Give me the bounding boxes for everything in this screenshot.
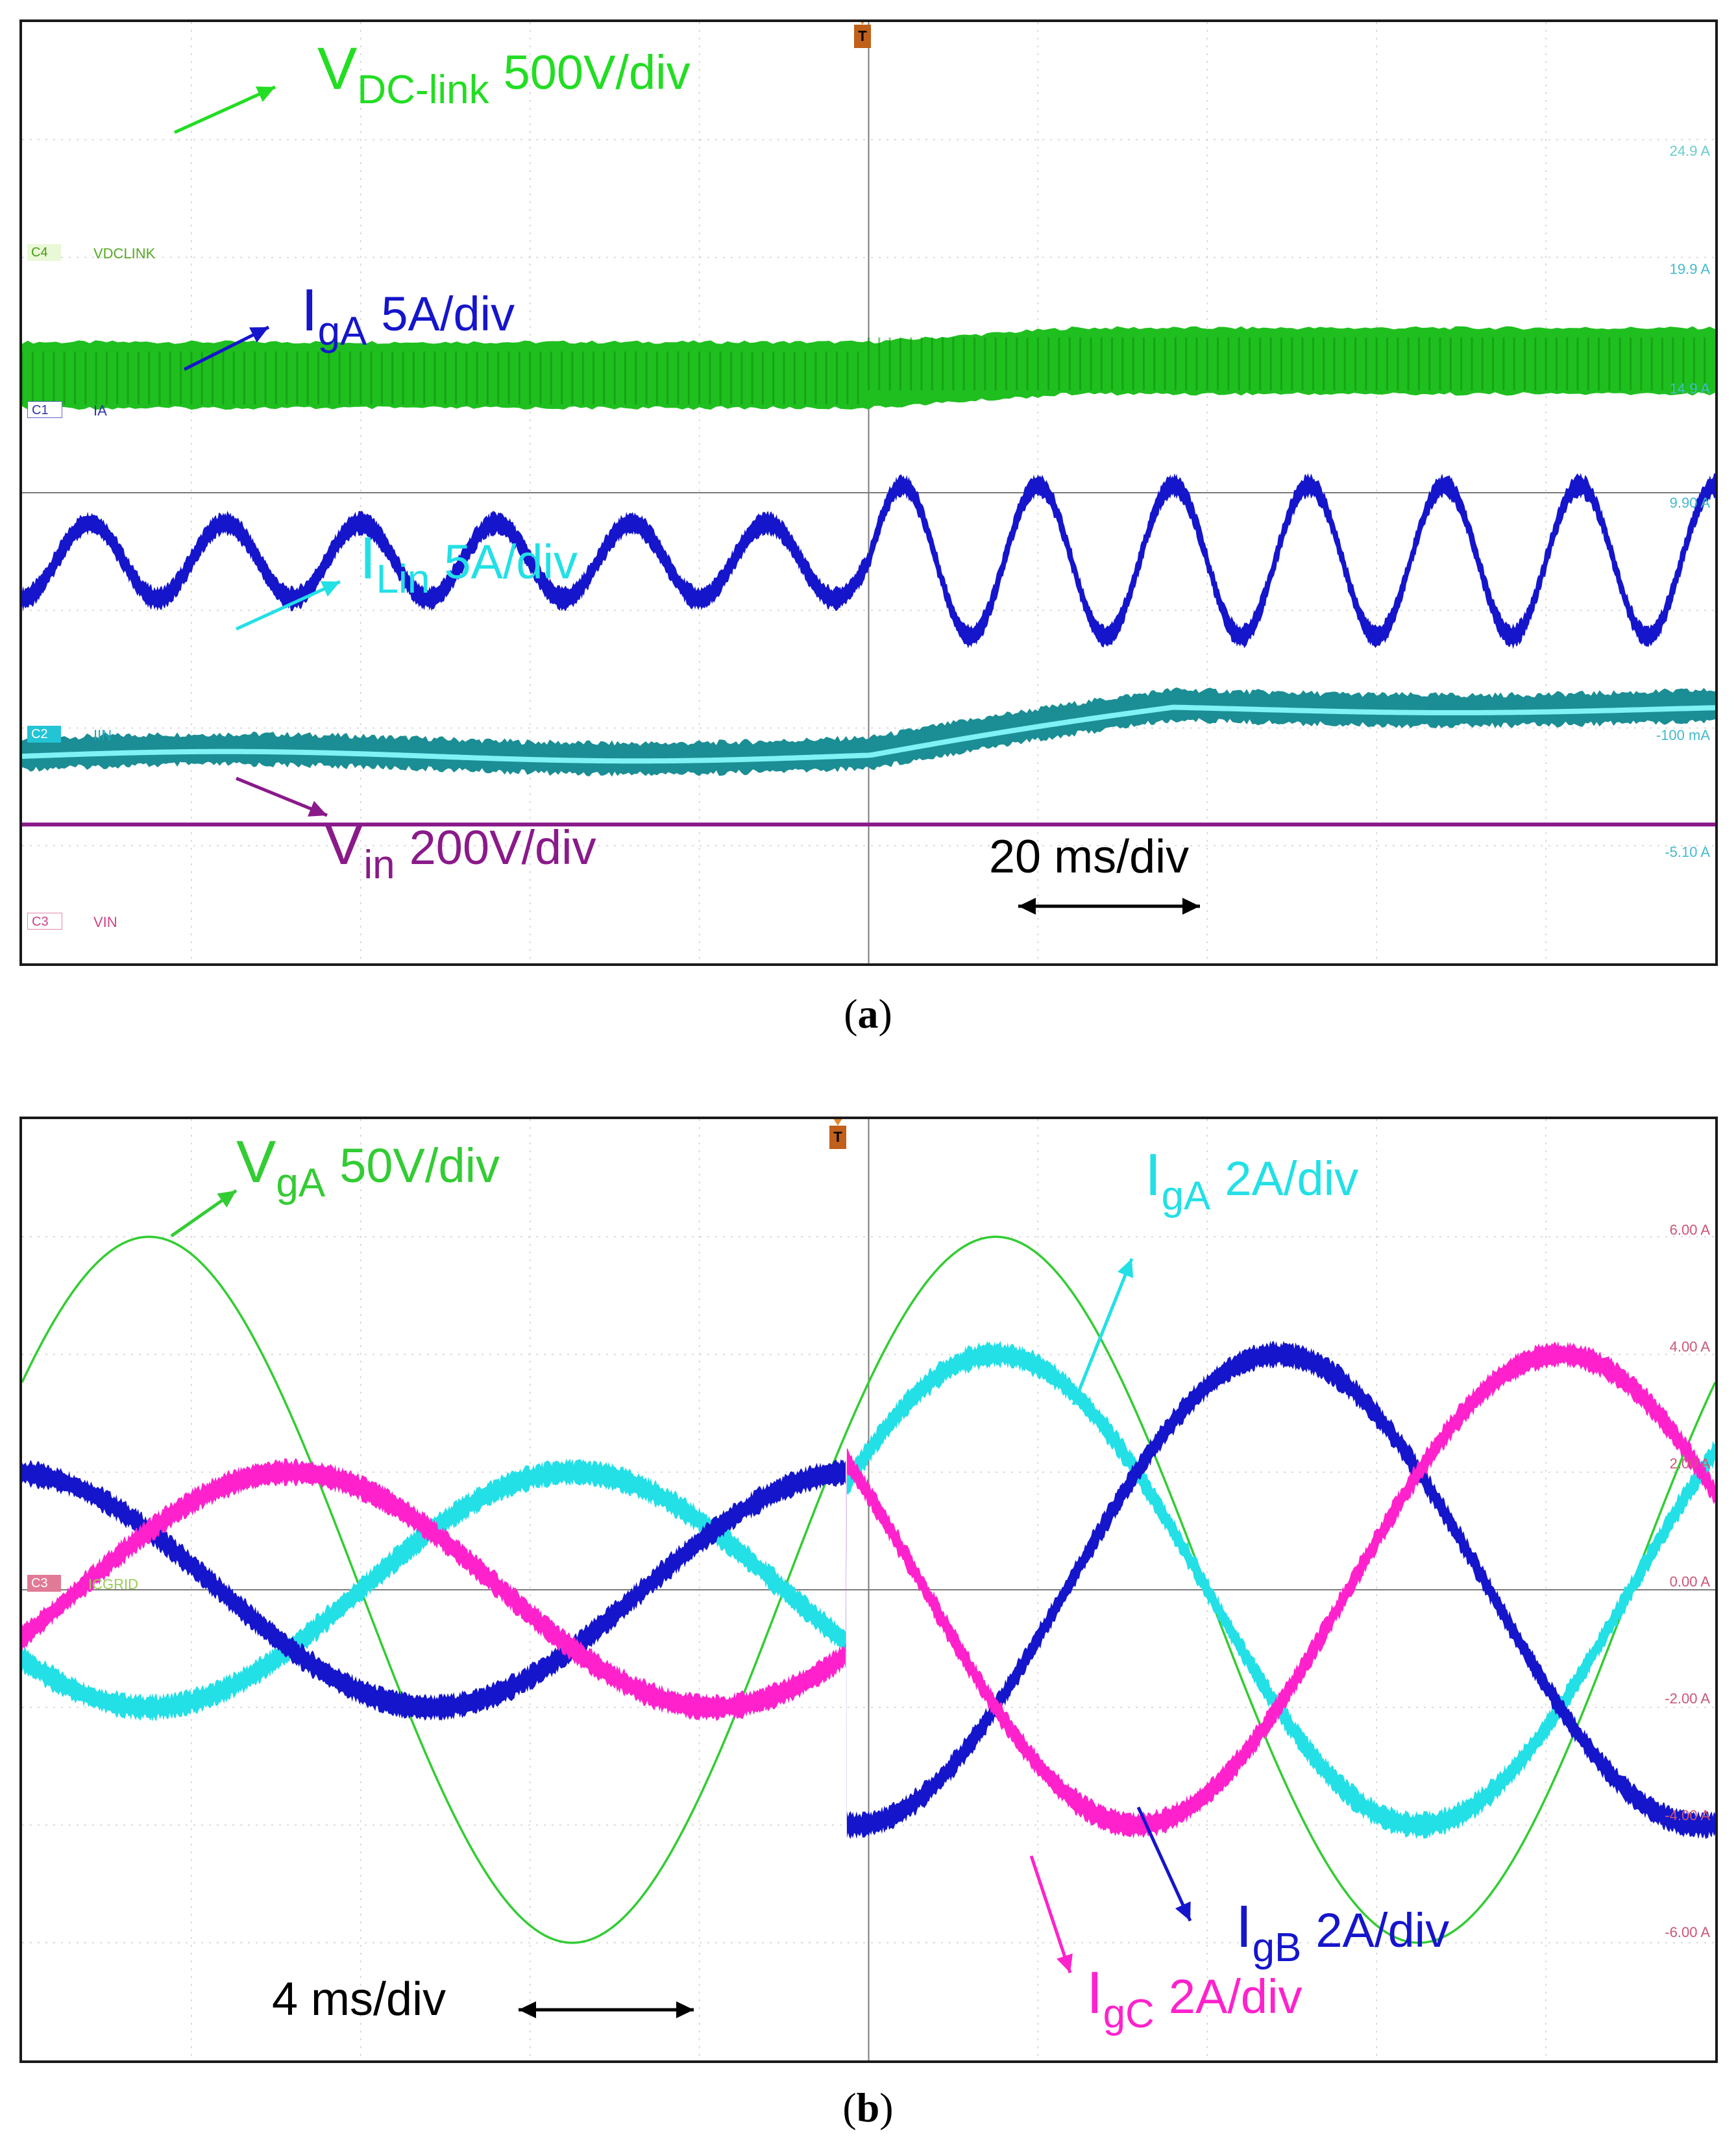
scale-readout-b-3: 0.00 A	[1669, 1574, 1710, 1590]
ilin-trace-core	[22, 704, 1715, 764]
scale-readout-a-5: -5.10 A	[1665, 844, 1710, 860]
label-ilin: ILin 5A/div	[360, 525, 578, 602]
label-igb: IgB 2A/div	[1236, 1894, 1450, 1970]
timebase-label-b: 4 ms/div	[272, 1973, 446, 2025]
vga-trace	[22, 1235, 1715, 1944]
channel-tag-c4[interactable]: C4	[27, 244, 61, 261]
scale-readout-a-3: 9.90 A	[1669, 495, 1710, 511]
scale-readout-a-2: 14.9 A	[1669, 380, 1710, 397]
igb-trace	[22, 1341, 1715, 1840]
caption-b: (b)	[842, 2084, 894, 2131]
arrow-timebase-a	[1018, 897, 1200, 915]
channel-name-c1: IA	[93, 402, 107, 419]
caption-a: (a)	[844, 991, 892, 1037]
label-iga: IgA 5A/div	[301, 277, 515, 354]
zoom-icon[interactable]	[1648, 1130, 1718, 2063]
label-vga: VgA 50V/div	[236, 1129, 500, 1205]
scale-readout-a-4: -100 mA	[1656, 727, 1710, 743]
channel-tag-c3-b[interactable]: C3	[27, 1575, 61, 1592]
iga-trace	[22, 473, 1715, 649]
channel-name-c3: VIN	[93, 914, 117, 930]
oscilloscope-panel-a: T VDC-link 500V/div IgA 5A/div ILin 5A/div …	[19, 19, 1718, 966]
graticule	[22, 1119, 1715, 2060]
channel-name-c4: VDCLINK	[93, 245, 156, 262]
label-vdc-link: VDC-link 500V/div	[317, 36, 691, 112]
arrow-igb	[1136, 1806, 1192, 1922]
scope-b-plot	[22, 1119, 1715, 2060]
label-iga-b: IgA 2A/div	[1145, 1142, 1359, 1218]
channel-tag-c2[interactable]: C2	[27, 726, 61, 743]
channel-tag-c3[interactable]: C3	[27, 913, 62, 930]
arrow-vga	[170, 1189, 238, 1238]
scale-readout-b-6: -6.00 A	[1665, 1924, 1710, 1940]
scale-readout-b-1: 4.00 A	[1669, 1339, 1710, 1355]
scale-readout-a-0: 24.9 A	[1669, 143, 1710, 159]
label-vin: Vin 200V/div	[324, 811, 596, 887]
arrow-vdc-link	[173, 85, 276, 134]
channel-name-c3-b: ICGRID	[88, 1576, 138, 1592]
scale-readout-a-1: 19.9 A	[1669, 261, 1710, 277]
arrow-ilin	[235, 580, 341, 631]
scope-a-plot	[22, 22, 1715, 963]
scale-readout-b-4: -2.00 A	[1665, 1690, 1710, 1707]
trigger-marker-icon: T	[829, 1119, 846, 1149]
arrow-iga-b	[1071, 1258, 1134, 1405]
oscilloscope-panel-b: T VgA 50V/div IgA 2A/div IgB 2A/div IgC 2A/d…	[19, 1117, 1718, 2063]
arrow-vin	[236, 776, 328, 817]
scale-readout-b-2: 2.00 A	[1669, 1455, 1710, 1472]
scale-readout-b-5: -4.00 A	[1665, 1807, 1710, 1823]
channel-name-c2: IIN	[93, 727, 112, 743]
arrow-timebase-b	[519, 2001, 694, 2019]
graticule	[22, 22, 1715, 963]
trigger-marker-icon: T	[854, 22, 871, 48]
label-igc: IgC 2A/div	[1086, 1960, 1302, 2036]
arrow-igc	[1029, 1855, 1073, 1973]
arrow-iga	[183, 325, 270, 371]
channel-tag-c1[interactable]: C1	[27, 401, 62, 418]
scale-readout-b-0: 6.00 A	[1669, 1222, 1710, 1238]
iga-b-trace	[22, 1341, 1715, 1839]
timebase-label-a: 20 ms/div	[989, 831, 1190, 883]
